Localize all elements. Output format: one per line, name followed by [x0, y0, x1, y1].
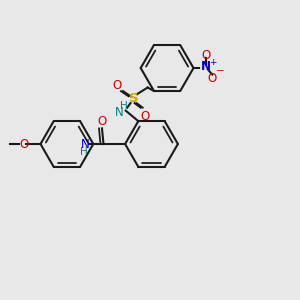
- Text: N: N: [81, 137, 90, 151]
- Text: N: N: [200, 60, 211, 73]
- Text: H: H: [80, 147, 88, 158]
- Text: O: O: [201, 49, 210, 62]
- Text: −: −: [216, 66, 225, 76]
- Text: O: O: [112, 79, 122, 92]
- Text: O: O: [20, 137, 28, 151]
- Text: O: O: [208, 72, 217, 85]
- Text: S: S: [129, 92, 139, 105]
- Text: O: O: [98, 115, 106, 128]
- Text: N: N: [115, 106, 124, 118]
- Text: +: +: [209, 58, 217, 67]
- Text: H: H: [120, 100, 128, 110]
- Text: O: O: [141, 110, 150, 123]
